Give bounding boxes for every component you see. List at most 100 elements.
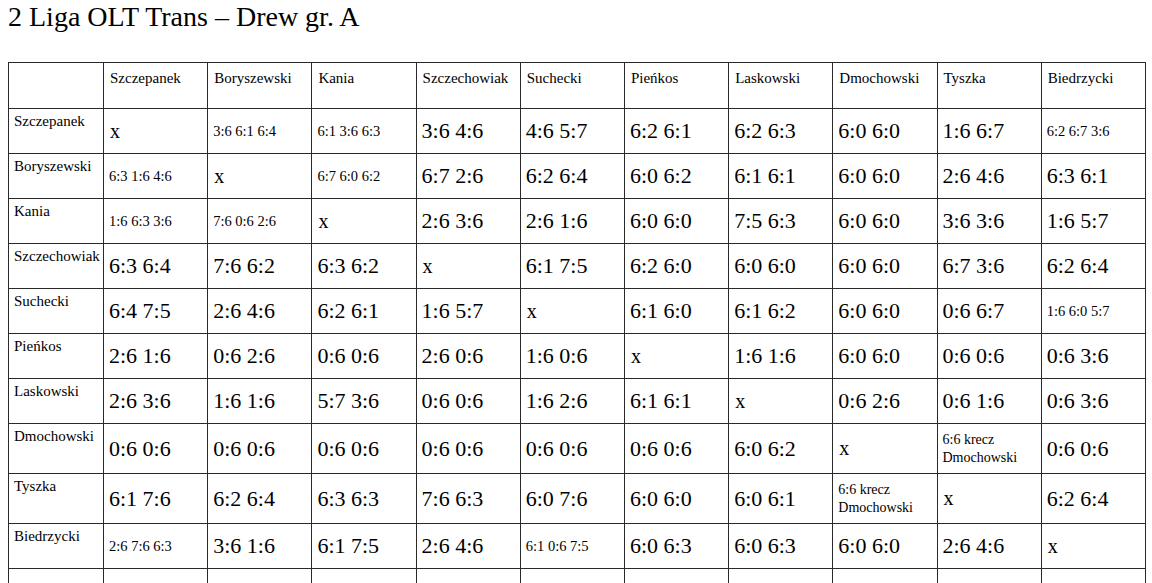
corner-cell bbox=[9, 63, 104, 109]
page-title: 2 Liga OLT Trans – Drew gr. A bbox=[8, 1, 360, 33]
self-cell-suchecki: x bbox=[520, 289, 624, 334]
score-cell-tyszka-vs-dmochowski: 6:6 krecz Dmochowski bbox=[833, 474, 937, 524]
table-row-suchecki: Suchecki6:4 7:52:6 4:66:2 6:11:6 5:7x6:1… bbox=[9, 289, 1146, 334]
self-cell-tyszka: x bbox=[937, 474, 1041, 524]
score-cell-biedrzycki-vs-tyszka: 2:6 4:6 bbox=[937, 524, 1041, 569]
self-cell-boryszewski: x bbox=[208, 154, 312, 199]
score-cell-suchecki-vs-boryszewski: 2:6 4:6 bbox=[208, 289, 312, 334]
score-cell-biedrzycki-vs-kania: 6:1 7:5 bbox=[312, 524, 416, 569]
score-cell-szczechowiak-vs-pienkos: 6:2 6:0 bbox=[624, 244, 728, 289]
score-cell-suchecki-vs-tyszka: 0:6 6:7 bbox=[937, 289, 1041, 334]
score-cell-szczepanek-vs-suchecki: 4:6 5:7 bbox=[520, 109, 624, 154]
score-cell-kania-vs-szczechowiak: 2:6 3:6 bbox=[416, 199, 520, 244]
score-cell-tyszka-vs-laskowski: 6:0 6:1 bbox=[729, 474, 833, 524]
row-header-pienkos: Pieńkos bbox=[9, 334, 104, 379]
row-header-dmochowski: Dmochowski bbox=[9, 424, 104, 474]
score-cell-szczechowiak-vs-boryszewski: 7:6 6:2 bbox=[208, 244, 312, 289]
score-cell-szczechowiak-vs-szczepanek: 6:3 6:4 bbox=[104, 244, 208, 289]
score-cell-tyszka-vs-szczepanek: 6:1 7:6 bbox=[104, 474, 208, 524]
row-header-szczepanek: Szczepanek bbox=[9, 109, 104, 154]
score-cell-szczepanek-vs-dmochowski: 6:0 6:0 bbox=[833, 109, 937, 154]
score-cell-kania-vs-laskowski: 7:5 6:3 bbox=[729, 199, 833, 244]
score-cell-szczechowiak-vs-tyszka: 6:7 3:6 bbox=[937, 244, 1041, 289]
partial-row-cell bbox=[104, 569, 208, 583]
score-cell-boryszewski-vs-szczechowiak: 6:7 2:6 bbox=[416, 154, 520, 199]
column-header-pienkos: Pieńkos bbox=[624, 63, 728, 109]
score-cell-tyszka-vs-biedrzycki: 6:2 6:4 bbox=[1041, 474, 1145, 524]
score-cell-laskowski-vs-suchecki: 1:6 2:6 bbox=[520, 379, 624, 424]
score-cell-boryszewski-vs-kania: 6:7 6:0 6:2 bbox=[312, 154, 416, 199]
score-cell-boryszewski-vs-dmochowski: 6:0 6:0 bbox=[833, 154, 937, 199]
score-cell-laskowski-vs-szczechowiak: 0:6 0:6 bbox=[416, 379, 520, 424]
score-cell-szczepanek-vs-pienkos: 6:2 6:1 bbox=[624, 109, 728, 154]
score-cell-pienkos-vs-szczechowiak: 2:6 0:6 bbox=[416, 334, 520, 379]
results-crosstable: SzczepanekBoryszewskiKaniaSzczechowiakSu… bbox=[8, 62, 1146, 583]
score-cell-suchecki-vs-dmochowski: 6:0 6:0 bbox=[833, 289, 937, 334]
score-cell-szczepanek-vs-szczechowiak: 3:6 4:6 bbox=[416, 109, 520, 154]
self-cell-biedrzycki: x bbox=[1041, 524, 1145, 569]
score-cell-szczepanek-vs-laskowski: 6:2 6:3 bbox=[729, 109, 833, 154]
score-cell-szczechowiak-vs-laskowski: 6:0 6:0 bbox=[729, 244, 833, 289]
score-cell-dmochowski-vs-laskowski: 6:0 6:2 bbox=[729, 424, 833, 474]
table-row-laskowski: Laskowski2:6 3:61:6 1:65:7 3:60:6 0:61:6… bbox=[9, 379, 1146, 424]
column-header-tyszka: Tyszka bbox=[937, 63, 1041, 109]
column-header-biedrzycki: Biedrzycki bbox=[1041, 63, 1145, 109]
column-header-laskowski: Laskowski bbox=[729, 63, 833, 109]
score-cell-suchecki-vs-kania: 6:2 6:1 bbox=[312, 289, 416, 334]
table-row-biedrzycki: Biedrzycki2:6 7:6 6:33:6 1:66:1 7:52:6 4… bbox=[9, 524, 1146, 569]
table-row-tyszka: Tyszka6:1 7:66:2 6:46:3 6:37:6 6:36:0 7:… bbox=[9, 474, 1146, 524]
table-row-kania: Kania1:6 6:3 3:67:6 0:6 2:6x2:6 3:62:6 1… bbox=[9, 199, 1146, 244]
score-cell-kania-vs-biedrzycki: 1:6 5:7 bbox=[1041, 199, 1145, 244]
partial-row-cell bbox=[312, 569, 416, 583]
score-cell-pienkos-vs-biedrzycki: 0:6 3:6 bbox=[1041, 334, 1145, 379]
table-row-boryszewski: Boryszewski6:3 1:6 4:6x6:7 6:0 6:26:7 2:… bbox=[9, 154, 1146, 199]
partial-row-cell bbox=[937, 569, 1041, 583]
row-header-laskowski: Laskowski bbox=[9, 379, 104, 424]
score-cell-biedrzycki-vs-pienkos: 6:0 6:3 bbox=[624, 524, 728, 569]
partial-cropped-row bbox=[9, 569, 1146, 583]
score-cell-szczepanek-vs-boryszewski: 3:6 6:1 6:4 bbox=[208, 109, 312, 154]
score-cell-suchecki-vs-biedrzycki: 1:6 6:0 5:7 bbox=[1041, 289, 1145, 334]
score-cell-laskowski-vs-biedrzycki: 0:6 3:6 bbox=[1041, 379, 1145, 424]
partial-row-cell bbox=[833, 569, 937, 583]
score-cell-tyszka-vs-szczechowiak: 7:6 6:3 bbox=[416, 474, 520, 524]
row-header-kania: Kania bbox=[9, 199, 104, 244]
score-cell-dmochowski-vs-boryszewski: 0:6 0:6 bbox=[208, 424, 312, 474]
score-cell-szczepanek-vs-biedrzycki: 6:2 6:7 3:6 bbox=[1041, 109, 1145, 154]
score-cell-boryszewski-vs-laskowski: 6:1 6:1 bbox=[729, 154, 833, 199]
table-row-pienkos: Pieńkos2:6 1:60:6 2:60:6 0:62:6 0:61:6 0… bbox=[9, 334, 1146, 379]
score-cell-boryszewski-vs-biedrzycki: 6:3 6:1 bbox=[1041, 154, 1145, 199]
score-cell-biedrzycki-vs-boryszewski: 3:6 1:6 bbox=[208, 524, 312, 569]
column-header-suchecki: Suchecki bbox=[520, 63, 624, 109]
score-cell-pienkos-vs-szczepanek: 2:6 1:6 bbox=[104, 334, 208, 379]
score-cell-boryszewski-vs-szczepanek: 6:3 1:6 4:6 bbox=[104, 154, 208, 199]
row-header-biedrzycki: Biedrzycki bbox=[9, 524, 104, 569]
table-body: Szczepanekx3:6 6:1 6:46:1 3:6 6:33:6 4:6… bbox=[9, 109, 1146, 583]
score-cell-laskowski-vs-kania: 5:7 3:6 bbox=[312, 379, 416, 424]
score-cell-laskowski-vs-szczepanek: 2:6 3:6 bbox=[104, 379, 208, 424]
score-cell-laskowski-vs-dmochowski: 0:6 2:6 bbox=[833, 379, 937, 424]
partial-row-cell bbox=[520, 569, 624, 583]
score-cell-dmochowski-vs-kania: 0:6 0:6 bbox=[312, 424, 416, 474]
row-header-tyszka: Tyszka bbox=[9, 474, 104, 524]
score-cell-kania-vs-suchecki: 2:6 1:6 bbox=[520, 199, 624, 244]
partial-row-cell bbox=[416, 569, 520, 583]
score-cell-suchecki-vs-szczechowiak: 1:6 5:7 bbox=[416, 289, 520, 334]
column-header-kania: Kania bbox=[312, 63, 416, 109]
score-cell-dmochowski-vs-szczechowiak: 0:6 0:6 bbox=[416, 424, 520, 474]
partial-row-cell bbox=[9, 569, 104, 583]
score-cell-pienkos-vs-dmochowski: 6:0 6:0 bbox=[833, 334, 937, 379]
score-cell-pienkos-vs-suchecki: 1:6 0:6 bbox=[520, 334, 624, 379]
self-cell-szczepanek: x bbox=[104, 109, 208, 154]
score-cell-suchecki-vs-pienkos: 6:1 6:0 bbox=[624, 289, 728, 334]
score-cell-szczepanek-vs-tyszka: 1:6 6:7 bbox=[937, 109, 1041, 154]
score-cell-tyszka-vs-boryszewski: 6:2 6:4 bbox=[208, 474, 312, 524]
column-header-szczepanek: Szczepanek bbox=[104, 63, 208, 109]
score-cell-boryszewski-vs-pienkos: 6:0 6:2 bbox=[624, 154, 728, 199]
score-cell-tyszka-vs-suchecki: 6:0 7:6 bbox=[520, 474, 624, 524]
score-cell-kania-vs-pienkos: 6:0 6:0 bbox=[624, 199, 728, 244]
score-cell-dmochowski-vs-biedrzycki: 0:6 0:6 bbox=[1041, 424, 1145, 474]
self-cell-laskowski: x bbox=[729, 379, 833, 424]
table-row-dmochowski: Dmochowski0:6 0:60:6 0:60:6 0:60:6 0:60:… bbox=[9, 424, 1146, 474]
score-cell-dmochowski-vs-szczepanek: 0:6 0:6 bbox=[104, 424, 208, 474]
